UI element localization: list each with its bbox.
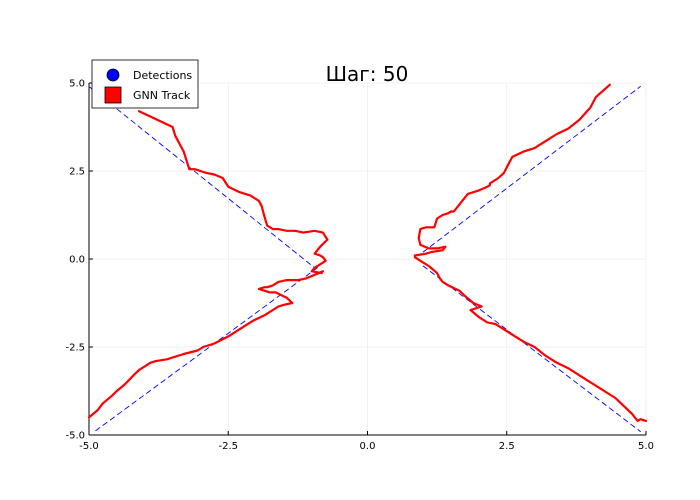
x-tick-label-1: -2.5 [218, 441, 238, 452]
detections-line-2 [422, 86, 641, 253]
detections-line-0 [88, 86, 316, 269]
gnn-track-line-3 [413, 256, 648, 422]
y-tick-label-0: -5.0 [65, 431, 85, 442]
y-tick-label-3: 2.5 [69, 167, 85, 178]
legend-marker-detections [106, 68, 120, 82]
gnn-track-line-0 [138, 110, 329, 275]
tick-labels: -5.0 -2.5 0.0 2.5 5.0 -5.0 -2.5 0.0 2.5 5.0 [65, 79, 653, 453]
chart-title: Шаг: 50 [326, 62, 409, 86]
legend-marker-gnn-track [104, 86, 122, 104]
y-tick-label-4: 5.0 [69, 79, 85, 90]
series-layer [87, 83, 648, 432]
legend-label-1: GNN Track [133, 89, 191, 102]
gnn-track-line-1 [87, 270, 324, 419]
x-tick-label-0: -5.0 [79, 441, 99, 452]
legend-label-0: Detections [133, 69, 192, 82]
x-tick-label-3: 2.5 [499, 441, 515, 452]
y-tick-label-2: 0.0 [69, 255, 85, 266]
y-tick-label-1: -2.5 [65, 343, 85, 354]
x-tick-label-4: 5.0 [638, 441, 654, 452]
axes [88, 82, 647, 436]
legend: Detections GNN Track [91, 59, 199, 109]
detections-line-3 [422, 265, 641, 432]
x-tick-label-2: 0.0 [360, 441, 376, 452]
gnn-track-line-2 [413, 83, 611, 257]
